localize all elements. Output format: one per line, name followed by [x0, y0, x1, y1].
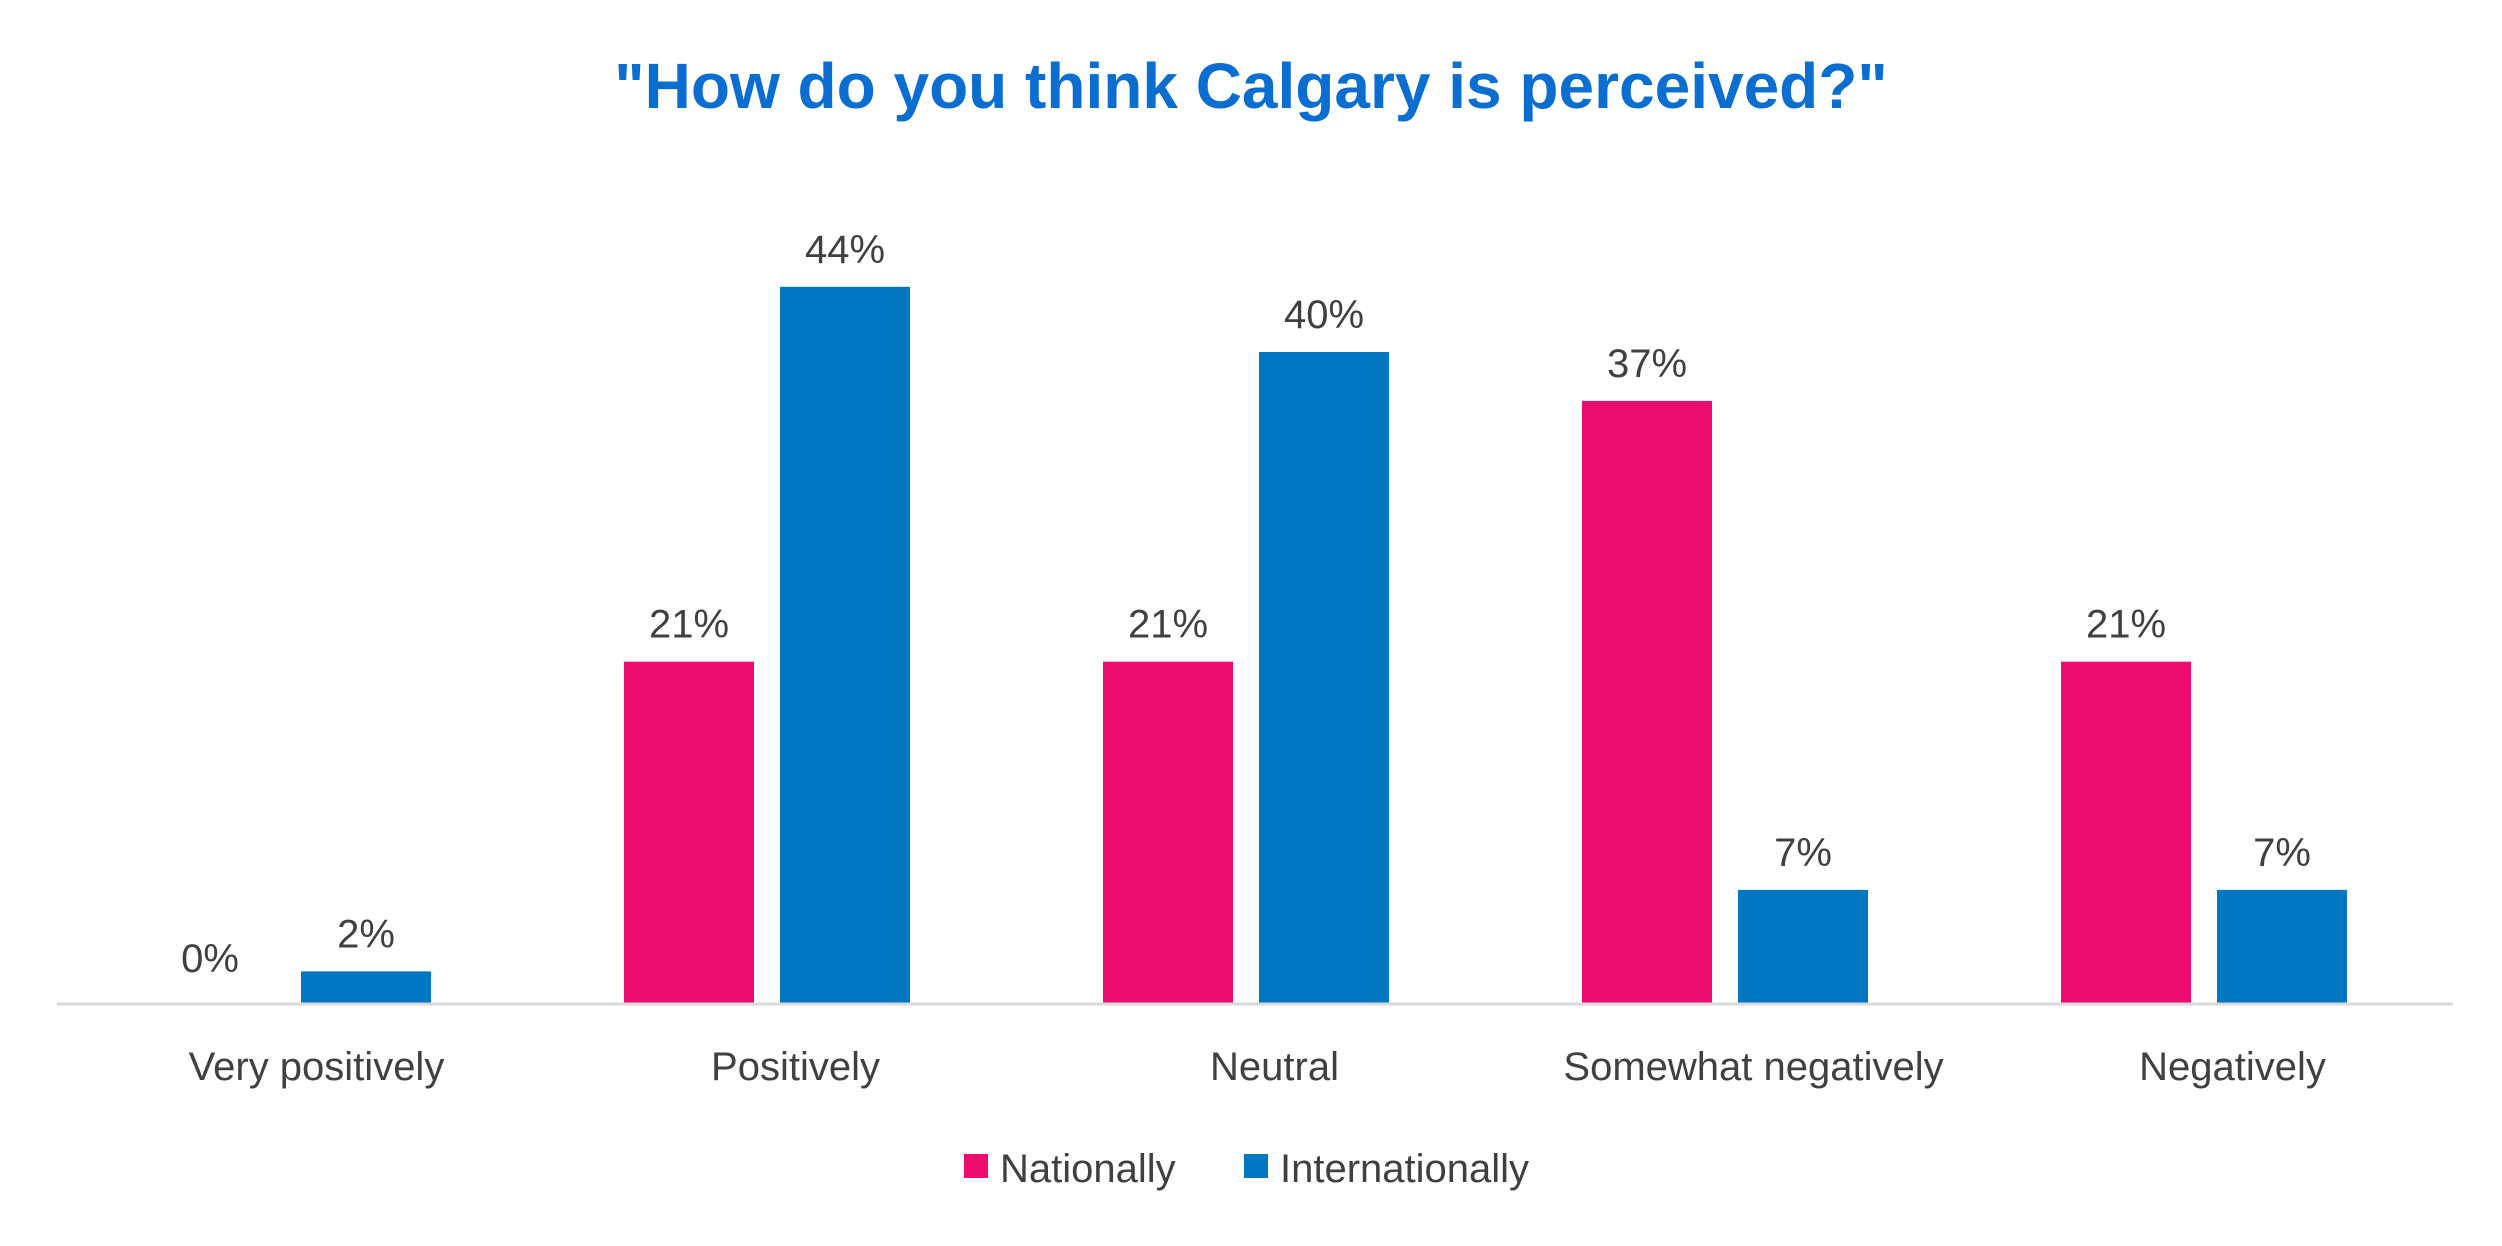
data-label-internationally-neutral: 40%: [1284, 293, 1364, 337]
data-label-nationally-negatively: 21%: [2086, 603, 2166, 647]
category-label-positively: Positively: [711, 1045, 880, 1089]
data-label-internationally-positively: 44%: [805, 228, 885, 272]
bar-internationally-somewhat-negatively: [1738, 889, 1868, 1004]
bars-layer: [301, 286, 2347, 1004]
legend: Nationally Internationally: [964, 1147, 1529, 1191]
legend-label-nationally: Nationally: [1000, 1147, 1176, 1191]
bar-internationally-positively: [780, 286, 910, 1004]
data-labels-layer: 0% 2% 21% 44% 21% 40% 37% 7% 21% 7%: [181, 228, 2311, 981]
bar-nationally-somewhat-negatively: [1582, 400, 1712, 1004]
legend-swatch-internationally: [1244, 1154, 1268, 1178]
data-label-nationally-very-positively: 0%: [181, 937, 239, 981]
bar-nationally-negatively: [2061, 661, 2191, 1004]
category-label-negatively: Negatively: [2139, 1045, 2326, 1089]
data-label-nationally-positively: 21%: [649, 603, 729, 647]
legend-swatch-nationally: [964, 1154, 988, 1178]
category-labels-layer: Very positively Positively Neutral Somewhat…: [189, 1045, 2326, 1089]
bar-internationally-very-positively: [301, 971, 431, 1004]
data-label-internationally-negatively: 7%: [2253, 831, 2311, 875]
bar-nationally-positively: [624, 661, 754, 1004]
category-label-very-positively: Very positively: [189, 1045, 445, 1089]
chart-title: "How do you think Calgary is perceived?": [614, 50, 1887, 122]
legend-label-internationally: Internationally: [1280, 1147, 1529, 1191]
data-label-nationally-neutral: 21%: [1128, 603, 1208, 647]
bar-nationally-neutral: [1103, 661, 1233, 1004]
category-label-somewhat-negatively: Somewhat negatively: [1563, 1045, 1943, 1089]
data-label-internationally-very-positively: 2%: [337, 912, 395, 956]
data-label-internationally-somewhat-negatively: 7%: [1774, 831, 1832, 875]
category-label-neutral: Neutral: [1210, 1045, 1339, 1089]
bar-internationally-negatively: [2217, 889, 2347, 1004]
bar-internationally-neutral: [1259, 352, 1389, 1004]
data-label-nationally-somewhat-negatively: 37%: [1607, 342, 1687, 386]
